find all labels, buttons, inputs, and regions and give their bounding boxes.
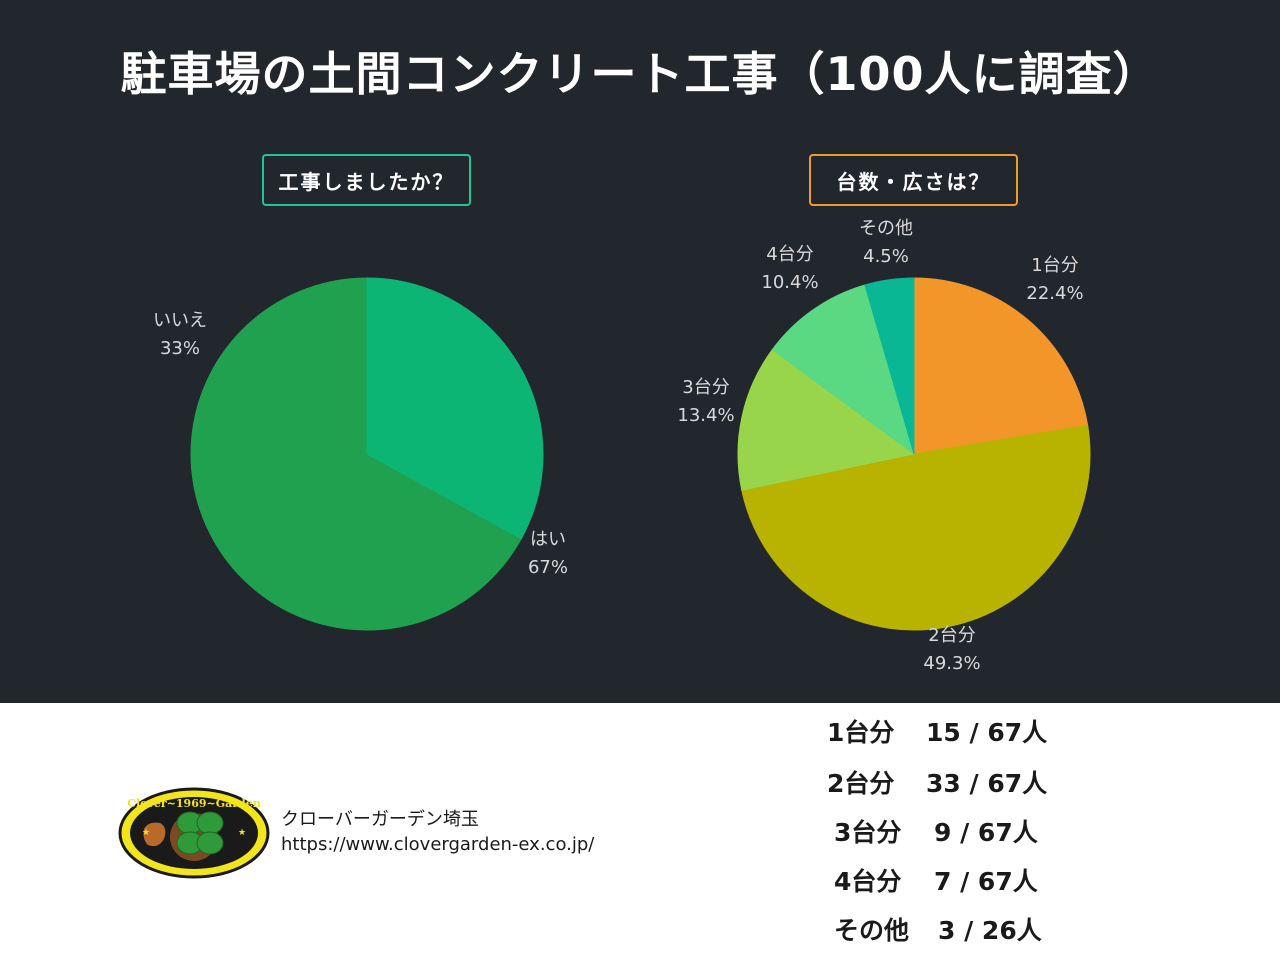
legend-label: 4台分 [834,867,902,896]
brand-name: クローバーガーデン埼玉 [281,809,479,830]
clover-logo: Clover~1969~Garden ★ ★ [118,787,270,883]
legend-label: 2台分 [827,769,895,798]
slice-label: 2台分 [928,625,975,646]
brand-url[interactable]: https://www.clovergarden-ex.co.jp/ [281,834,595,855]
chart-panel: 駐車場の土間コンクリート工事（100人に調査） 工事しましたか？ 台数・広さは？ [0,0,1280,703]
chart-title-construction: 工事しましたか？ [262,154,471,206]
slice-value-label: 49.3% [923,653,980,674]
slice-label: 1台分 [1031,255,1078,276]
slice-value-label: 13.4% [677,405,734,426]
chart-title-size: 台数・広さは？ [809,154,1018,206]
legend-row: その他 3 / 26人 [0,911,1280,951]
legend-count: 15 / 67人 [926,718,1048,747]
svg-text:★: ★ [238,828,246,838]
pie-slice [737,348,916,491]
pie-slice [913,277,1089,455]
legend-label: 1台分 [827,718,895,747]
legend-count: 9 / 67人 [934,818,1038,847]
slice-label: 4台分 [766,244,813,265]
legend-row: 4台分 7 / 67人 [0,862,1280,902]
logo-text: Clover~1969~Garden [127,797,261,810]
slice-value-label: 4.5% [863,246,909,267]
slice-label: 3台分 [682,377,729,398]
slice-value-label: 10.4% [761,272,818,293]
pie-charts: はい 67% いいえ 33% 1台分 22.4% 2台分 49.3% 3台分 13.4% 4台分 10… [153,218,1091,674]
pie-slice [771,284,915,456]
legend-count: 7 / 67人 [934,867,1038,896]
slice-label: その他 [859,218,913,239]
legend-count: 33 / 67人 [926,769,1048,798]
legend-count: 3 / 26人 [938,916,1042,945]
slice-label: いいえ [153,310,207,331]
svg-text:★: ★ [142,828,150,838]
pie-slice [741,424,1091,631]
slice-label: はい [530,529,566,550]
slice-value-label: 67% [528,557,568,578]
pie-slice [366,277,544,540]
legend-label: その他 [834,916,910,945]
legend-label: 3台分 [834,818,902,847]
slice-value-label: 33% [160,338,200,359]
pie-slice [864,277,915,455]
legend-row: 2台分 33 / 67人 [0,764,1280,804]
legend-row: 3台分 9 / 67人 [0,813,1280,853]
pie-slice [190,277,522,631]
page-title: 駐車場の土間コンクリート工事（100人に調査） [120,47,1160,101]
slice-value-label: 22.4% [1026,283,1083,304]
legend-row: 1台分 15 / 67人 [0,713,1280,753]
